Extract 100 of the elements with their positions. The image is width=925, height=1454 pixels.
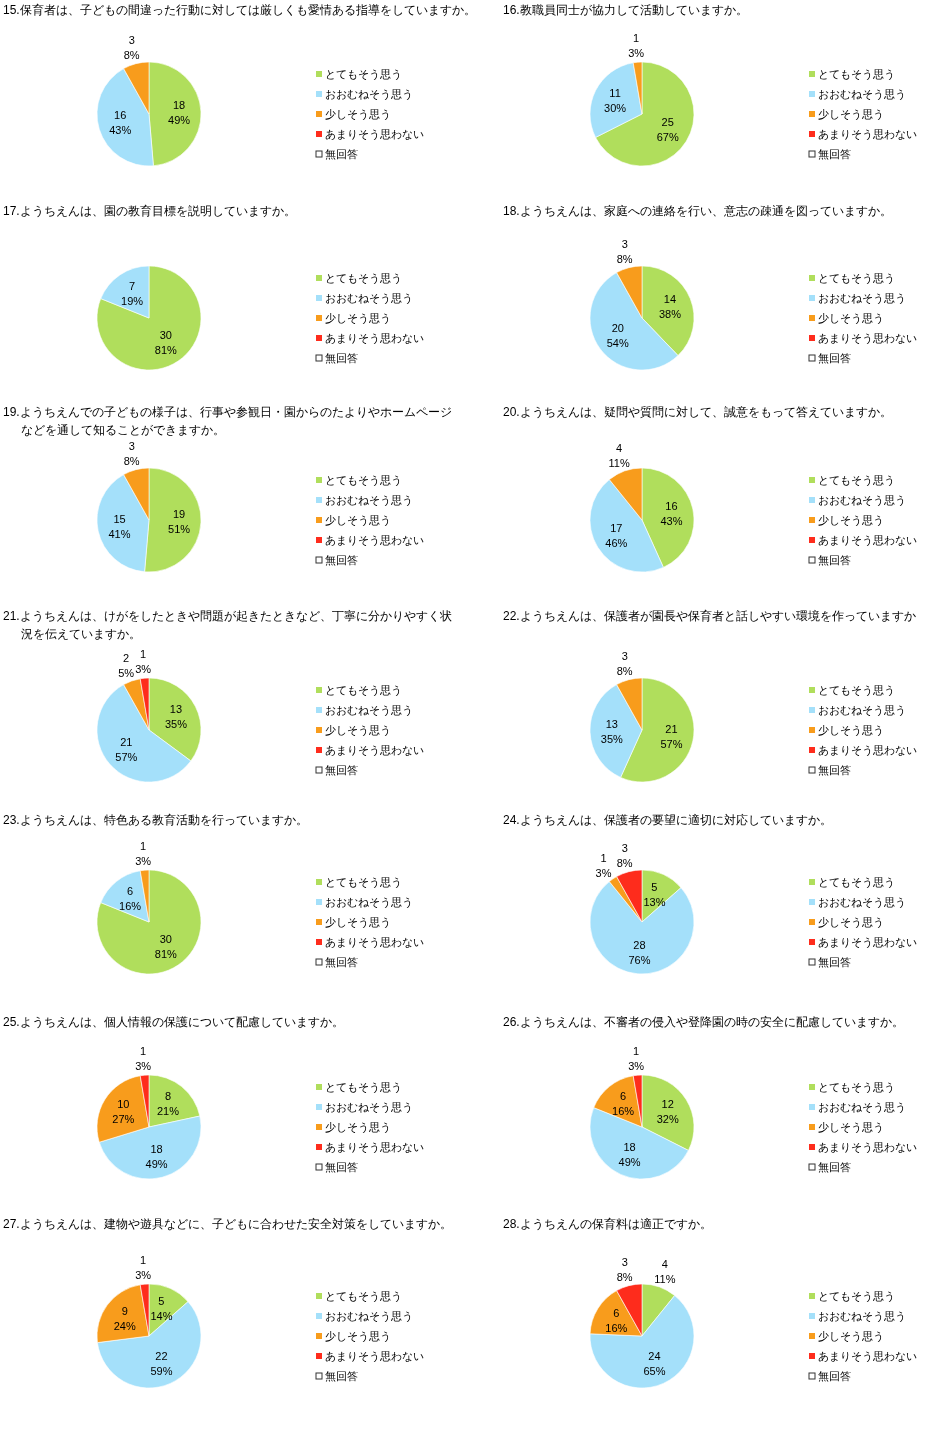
data-label: 28 76% bbox=[628, 938, 651, 966]
chart-title: 20.ようちえんは、疑問や質問に対して、誠意をもって答えていますか。 bbox=[503, 405, 892, 419]
legend-label: あまりそう思わない bbox=[818, 1350, 917, 1363]
legend-label: とてもそう思う bbox=[818, 474, 895, 487]
chart-title: 24.ようちえんは、保護者の要望に適切に対応していますか。 bbox=[503, 813, 832, 827]
chart-title: 26.ようちえんは、不審者の侵入や登降園の時の安全に配慮していますか。 bbox=[503, 1015, 904, 1029]
legend-label: おおむねそう思う bbox=[325, 292, 413, 305]
legend-label: おおむねそう思う bbox=[325, 494, 413, 507]
legend-label: 少しそう思う bbox=[818, 514, 884, 527]
legend-label: あまりそう思わない bbox=[818, 534, 917, 547]
legend-label: あまりそう思わない bbox=[325, 1350, 424, 1363]
legend-label: 無回答 bbox=[818, 1161, 851, 1173]
legend-label: とてもそう思う bbox=[325, 272, 402, 285]
legend-label: 少しそう思う bbox=[818, 724, 884, 737]
data-label: 4 11% bbox=[608, 441, 630, 469]
legend-label: とてもそう思う bbox=[325, 68, 402, 81]
data-label: 2 5% bbox=[118, 651, 135, 679]
chart-title: 21.ようちえんは、けがをしたときや問題が起きたときなど、丁寧に分かりやすく状況を伝えていますか。 bbox=[3, 609, 452, 641]
legend-label: 少しそう思う bbox=[325, 312, 391, 325]
data-label: 30 81% bbox=[154, 329, 178, 357]
legend-label: 少しそう思う bbox=[325, 724, 391, 737]
data-label: 22 59% bbox=[150, 1349, 173, 1377]
data-label: 12 32% bbox=[656, 1097, 679, 1125]
legend-label: とてもそう思う bbox=[325, 1290, 402, 1303]
chart-title: 16.教職員同士が協力して活動していますか。 bbox=[503, 3, 748, 17]
legend-label: とてもそう思う bbox=[818, 68, 895, 81]
legend-label: 無回答 bbox=[325, 956, 358, 968]
pie-slice bbox=[96, 265, 202, 371]
legend-label: あまりそう思わない bbox=[818, 1141, 917, 1154]
legend-label: 無回答 bbox=[818, 148, 851, 160]
chart-title: 23.ようちえんは、特色ある教育活動を行っていますか。 bbox=[3, 813, 308, 827]
chart-title: 15.保育者は、子どもの間違った行動に対しては厳しくも愛情ある指導をしていますか。 bbox=[3, 3, 476, 17]
legend-label: 少しそう思う bbox=[325, 1121, 391, 1134]
data-label: 6 16% bbox=[119, 885, 142, 913]
legend-label: おおむねそう思う bbox=[325, 896, 413, 909]
legend-label: あまりそう思わない bbox=[325, 936, 424, 949]
legend-label: とてもそう思う bbox=[325, 876, 402, 889]
data-label: 1 3% bbox=[595, 851, 612, 879]
legend-label: 無回答 bbox=[325, 1370, 358, 1382]
chart-title: 27.ようちえんは、建物や遊具などに、子どもに合わせた安全対策をしていますか。 bbox=[3, 1217, 452, 1231]
legend-label: 無回答 bbox=[818, 764, 851, 776]
legend-label: 少しそう思う bbox=[818, 1330, 884, 1343]
legend-label: 少しそう思う bbox=[325, 916, 391, 929]
data-label: 1 3% bbox=[135, 1254, 152, 1282]
legend-label: あまりそう思わない bbox=[325, 534, 424, 547]
data-label: 1 3% bbox=[628, 32, 645, 60]
data-label: 13 35% bbox=[600, 717, 624, 745]
data-label: 15 41% bbox=[108, 512, 131, 540]
legend-label: とてもそう思う bbox=[325, 1081, 402, 1094]
legend-label: 無回答 bbox=[818, 1370, 851, 1382]
data-label: 17 46% bbox=[605, 522, 628, 550]
data-label: 3 8% bbox=[123, 440, 140, 468]
legend-label: 少しそう思う bbox=[818, 916, 884, 929]
legend-label: あまりそう思わない bbox=[325, 1141, 424, 1154]
legend-label: おおむねそう思う bbox=[818, 896, 906, 909]
chart-title: 17.ようちえんは、園の教育目標を説明していますか。 bbox=[3, 204, 296, 218]
data-label: 3 8% bbox=[616, 238, 633, 266]
legend-label: おおむねそう思う bbox=[325, 704, 413, 717]
legend-label: 少しそう思う bbox=[325, 1330, 391, 1343]
data-label: 3 8% bbox=[616, 650, 633, 678]
legend-label: おおむねそう思う bbox=[818, 1310, 906, 1323]
legend-label: おおむねそう思う bbox=[818, 704, 906, 717]
legend-label: 無回答 bbox=[325, 352, 358, 364]
legend-label: あまりそう思わない bbox=[818, 936, 917, 949]
data-label: 24 65% bbox=[643, 1349, 666, 1377]
legend-label: おおむねそう思う bbox=[325, 1101, 413, 1114]
chart-title: 25.ようちえんは、個人情報の保護について配慮していますか。 bbox=[3, 1015, 344, 1029]
legend-label: あまりそう思わない bbox=[325, 332, 424, 345]
legend-label: 無回答 bbox=[325, 764, 358, 776]
legend-label: おおむねそう思う bbox=[325, 1310, 413, 1323]
data-label: 11 30% bbox=[604, 86, 627, 114]
legend-label: おおむねそう思う bbox=[818, 88, 906, 101]
data-label: 21 57% bbox=[660, 722, 683, 750]
legend-label: とてもそう思う bbox=[818, 272, 895, 285]
data-label: 13 35% bbox=[164, 702, 188, 730]
legend-label: 少しそう思う bbox=[818, 312, 884, 325]
chart-title: 22.ようちえんは、保護者が園長や保育者と話しやすい環境を作っていますか bbox=[503, 609, 916, 623]
data-label: 6 16% bbox=[612, 1090, 635, 1118]
legend-label: とてもそう思う bbox=[818, 876, 895, 889]
chart-title: 28.ようちえんの保育料は適正ですか。 bbox=[503, 1217, 712, 1231]
legend-label: おおむねそう思う bbox=[325, 88, 413, 101]
legend-label: おおむねそう思う bbox=[818, 292, 906, 305]
legend-label: あまりそう思わない bbox=[325, 744, 424, 757]
legend-label: とてもそう思う bbox=[818, 1290, 895, 1303]
data-label: 3 8% bbox=[123, 34, 140, 62]
legend-label: 無回答 bbox=[818, 956, 851, 968]
data-label: 1 3% bbox=[135, 1045, 152, 1073]
chart-title: 19.ようちえんでの子どもの様子は、行事や参観日・園からのたよりやホームページなどを通して知ることができますか。 bbox=[3, 405, 452, 437]
data-label: 8 21% bbox=[156, 1090, 180, 1118]
data-label: 20 54% bbox=[606, 322, 629, 350]
data-label: 5 13% bbox=[643, 881, 666, 909]
data-label: 5 14% bbox=[150, 1295, 173, 1323]
data-label: 14 38% bbox=[658, 293, 682, 321]
data-label: 25 67% bbox=[656, 116, 679, 144]
legend-label: 少しそう思う bbox=[818, 108, 884, 121]
data-label: 1 3% bbox=[628, 1045, 645, 1073]
data-label: 18 49% bbox=[618, 1140, 641, 1168]
data-label: 1 3% bbox=[135, 648, 152, 676]
data-label: 30 81% bbox=[154, 933, 178, 961]
data-label: 18 49% bbox=[168, 99, 191, 127]
